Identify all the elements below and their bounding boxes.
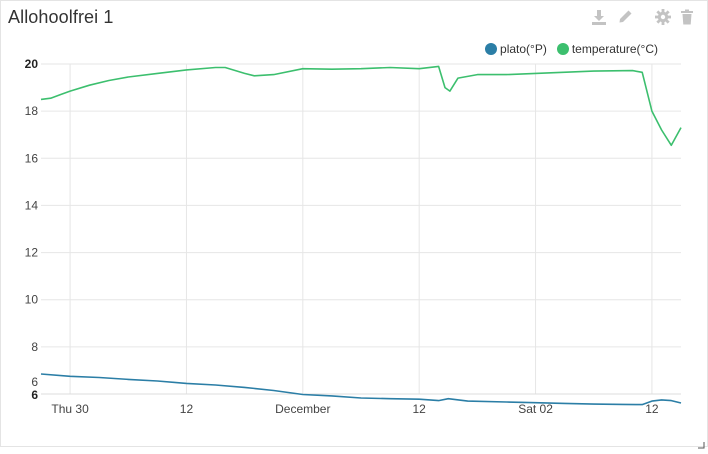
y-tick-label: 20 xyxy=(25,57,39,71)
x-tick-label: 12 xyxy=(413,402,427,416)
y-tick-label: 16 xyxy=(25,151,39,165)
legend-item-temperature[interactable]: temperature(°C) xyxy=(556,42,658,56)
legend-label-temperature: temperature(°C) xyxy=(571,42,658,56)
x-tick-label: Sat 02 xyxy=(518,402,553,416)
x-tick-label: 12 xyxy=(180,402,194,416)
legend-label-plato: plato(°P) xyxy=(500,42,547,56)
y-tick-label: 8 xyxy=(31,340,38,354)
y-axis-bottom-label: 6 xyxy=(31,388,38,402)
series-line-temperature xyxy=(40,65,682,147)
download-icon[interactable] xyxy=(589,7,609,27)
edit-icon[interactable] xyxy=(615,7,635,27)
chart-legend: plato(°P) temperature(°C) xyxy=(485,41,658,57)
y-tick-label: 18 xyxy=(25,104,39,118)
resize-handle[interactable] xyxy=(697,436,705,449)
legend-swatch-temperature xyxy=(556,43,569,55)
x-tick-label: 12 xyxy=(645,402,659,416)
x-tick-label: Thu 30 xyxy=(51,402,89,416)
y-tick-label: 14 xyxy=(25,198,39,212)
panel-title: Allohoolfrei 1 xyxy=(8,7,114,27)
line-chart: 6 8 10 12 14 16 18 20 6 Thu 30 12 December 12 Sat 02 1… xyxy=(25,57,682,416)
y-tick-label: 10 xyxy=(25,293,39,307)
y-tick-label: 12 xyxy=(25,246,39,260)
legend-item-plato[interactable]: plato(°P) xyxy=(485,42,547,56)
legend-swatch-plato xyxy=(485,43,498,55)
settings-icon[interactable] xyxy=(653,7,673,27)
x-tick-label: December xyxy=(275,402,330,416)
y-tick-label: 6 xyxy=(31,375,38,389)
delete-icon[interactable] xyxy=(677,7,697,27)
series-line-plato xyxy=(40,373,682,406)
